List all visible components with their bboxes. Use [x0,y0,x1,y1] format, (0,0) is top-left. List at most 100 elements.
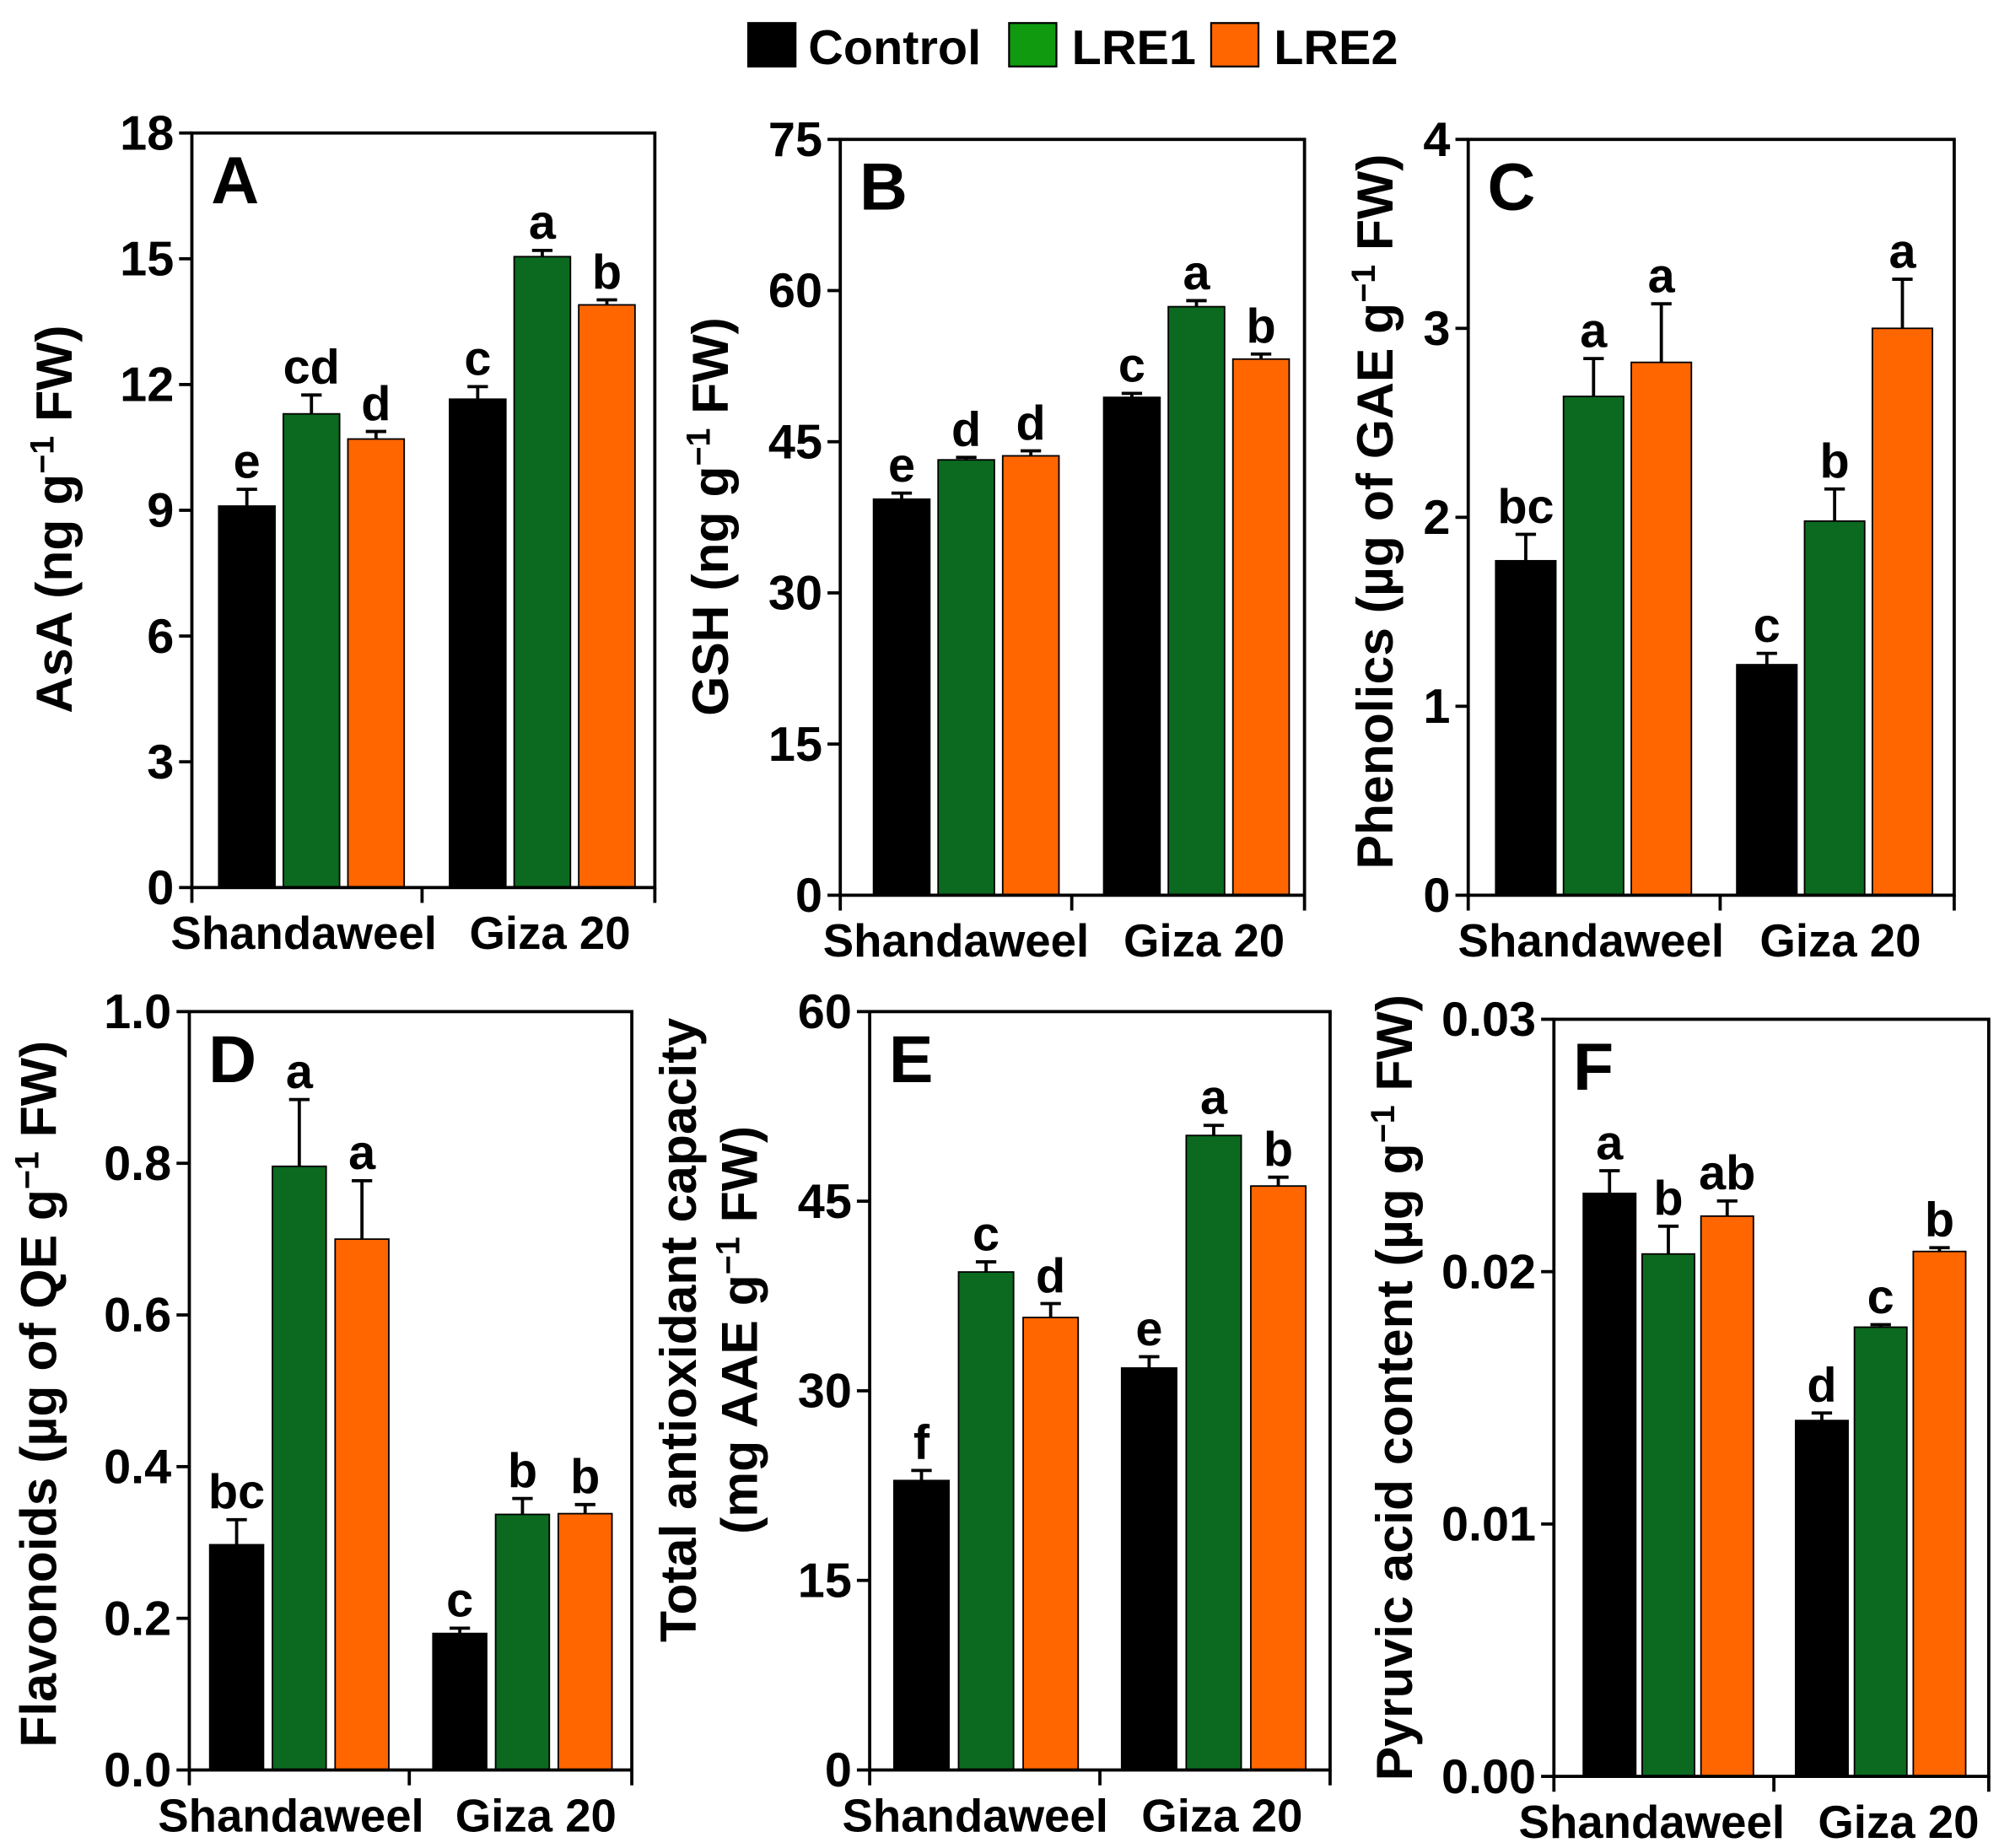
significance-letter: b [1264,1123,1293,1177]
legend-item-lre1: LRE1 [1008,21,1196,75]
x-category-label: Shandaweel [158,1790,423,1841]
y-tick-label: 15 [120,233,174,287]
bar-control-shandaweel [1582,1193,1637,1777]
significance-letter: a [1889,224,1916,278]
bar-lre2-giza-20 [578,304,636,889]
bar-lre1-shandaweel [1562,396,1625,897]
significance-letter: c [973,1207,1000,1261]
bar-lre1-shandaweel [282,412,341,889]
y-tick-label: 6 [147,610,174,664]
y-axis-title-superscript: −1 [24,436,62,474]
significance-letter: c [464,332,491,386]
y-axis-title-text: FW) [682,317,739,428]
bar-lre1-giza-20 [513,256,572,889]
y-axis-title-superscript: −1 [1365,1105,1402,1143]
x-category-label: Shandaweel [1458,915,1724,967]
significance-letter: e [234,434,261,488]
y-tick-label: 0 [825,1743,852,1797]
legend-swatch-lre1 [1008,22,1058,67]
significance-letter: b [1246,299,1275,353]
x-category-label: Shandaweel [842,1790,1107,1841]
y-tick-label: 2 [1423,491,1450,545]
y-tick-label: 0.2 [104,1592,171,1646]
y-tick-label: 0.02 [1441,1245,1536,1299]
y-axis-title: (mg AAE g−1 FW) [709,1126,768,1534]
bar-lre1-giza-20 [1803,520,1866,897]
x-category-label: Giza 20 [1759,915,1921,967]
y-axis-title-text: GSH (ng g [682,466,739,715]
y-axis-title: Total antioxidant capacity [649,1018,707,1642]
significance-letter: c [1867,1270,1894,1324]
y-tick-label: 0.6 [104,1289,171,1343]
significance-letter: a [1596,1116,1624,1170]
bar-control-shandaweel [208,1544,265,1771]
panel-label: D [208,1022,256,1096]
panel-label: B [859,150,908,224]
y-axis-title-text: Flavonoids (µg of QE g [10,1189,67,1748]
bar-lre2-shandaweel [1700,1215,1754,1777]
panel-a: e c cd a d b 0 3 6 9 12 15 18 Shandaweel Giza 20 AsA (n… [24,106,657,959]
y-tick-label: 15 [798,1554,852,1608]
y-axis-title-text: Phenolics (µg of GAE g [1346,303,1404,870]
y-tick-label: 0 [147,861,174,915]
y-axis-title-superscript: −1 [681,428,718,466]
bar-lre2-giza-20 [1912,1250,1967,1777]
y-tick-label: 0.4 [104,1441,171,1495]
bar-control-giza-20 [1794,1420,1849,1777]
significance-letter: cd [283,341,340,395]
y-axis-title: Phenolics (µg of GAE g−1 FW) [1345,154,1404,870]
panel-b: e c d a d b 0 15 30 45 60 75 Shandaweel Giza 20 GSH (n… [681,113,1307,967]
bar-lre2-shandaweel [334,1238,390,1771]
significance-letter: c [446,1574,473,1628]
significance-letter: d [1016,396,1046,450]
significance-letter: b [1925,1193,1954,1247]
y-axis-title-text: AsA (ng g [25,474,83,714]
bar-lre1-giza-20 [1185,1134,1242,1771]
significance-letter: b [508,1444,537,1498]
y-axis-title: GSH (ng g−1 FW) [681,317,739,716]
x-category-label: Shandaweel [823,915,1089,967]
y-tick-label: 0.00 [1441,1750,1536,1804]
y-axis-title-superscript: −1 [709,1236,746,1274]
legend-label: Control [808,21,981,75]
significance-letter: e [888,439,915,493]
y-axis-title-superscript: −1 [9,1151,46,1189]
y-tick-label: 12 [120,358,174,412]
bar-control-shandaweel [892,1479,951,1771]
significance-letter: b [1820,434,1850,488]
bar-control-giza-20 [1736,664,1798,897]
bar-control-shandaweel [872,498,931,897]
panel-e: f e c a d b 0 15 30 45 60 Shandaweel Giza 20 Total an… [649,985,1332,1841]
bar-lre2-shandaweel [1022,1317,1080,1771]
y-tick-label: 3 [147,735,174,789]
y-axis-title-text: FW) [1346,154,1404,265]
y-axis-title-text: Pyruvic acid content (µg g [1366,1143,1423,1781]
legend: Control LRE1 LRE2 [746,21,1398,75]
y-tick-label: 0 [795,869,822,923]
panel-label: C [1487,150,1535,224]
plot-frame [1552,1017,1991,1778]
significance-letter: a [1648,250,1676,304]
y-tick-label: 1.0 [104,985,171,1039]
y-axis-title: AsA (ng g−1 FW) [24,325,83,713]
y-axis-title: Pyruvic acid content (µg g−1 FW) [1365,994,1423,1781]
legend-item-lre2: LRE2 [1210,21,1398,75]
bar-lre1-giza-20 [1853,1326,1908,1777]
significance-letter: d [1807,1359,1836,1413]
bar-control-giza-20 [449,398,507,889]
bar-lre1-shandaweel [1641,1253,1695,1777]
y-tick-label: 0.0 [104,1743,171,1797]
legend-label: LRE2 [1274,21,1398,75]
plot-frame [838,137,1307,897]
significance-letter: bc [208,1465,265,1519]
significance-letter: b [592,245,622,299]
bar-lre1-giza-20 [494,1513,551,1771]
bar-control-shandaweel [218,505,276,889]
y-tick-label: 18 [120,106,174,160]
significance-letter: b [1653,1172,1683,1226]
x-category-label: Shandaweel [170,908,436,959]
